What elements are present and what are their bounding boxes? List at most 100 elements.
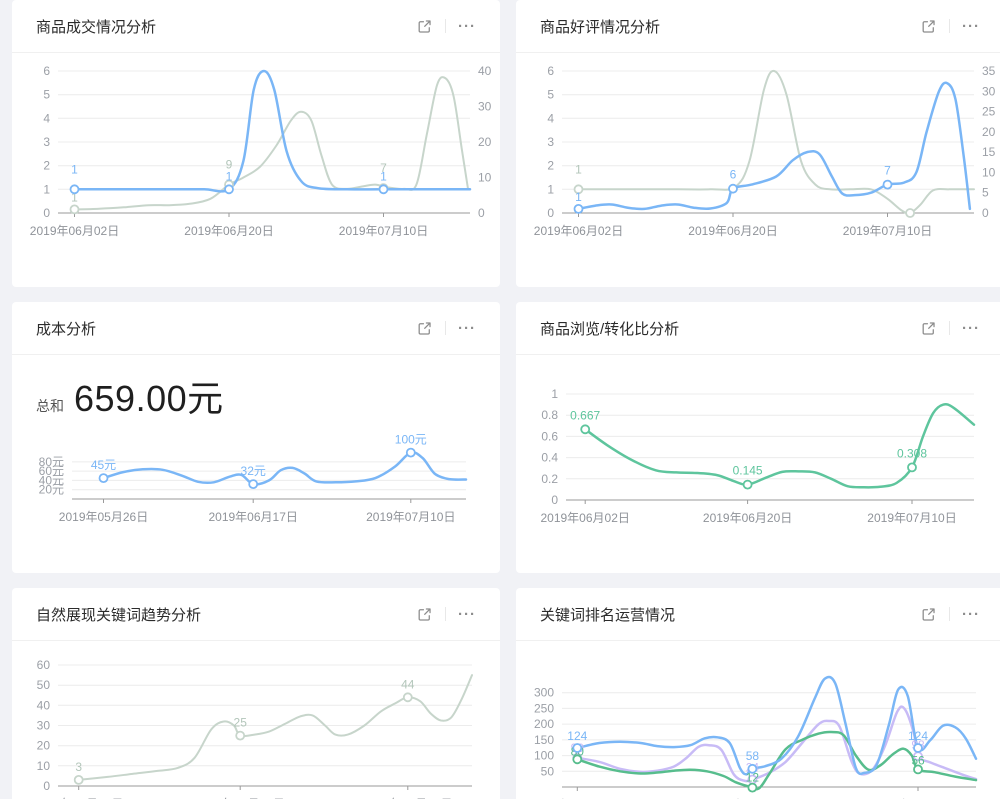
cost-line-chart[interactable]: 20元 40元 60元 80元 2019年05月26日 2019年06月17日 2019年0… xyxy=(12,424,500,526)
open-in-new-button[interactable] xyxy=(920,320,937,337)
svg-text:0.2: 0.2 xyxy=(541,472,558,486)
svg-text:2019年07月10日: 2019年07月10日 xyxy=(867,511,956,525)
panel-body-divider xyxy=(12,354,500,355)
svg-text:0: 0 xyxy=(982,206,989,220)
svg-text:3: 3 xyxy=(75,760,82,774)
svg-text:4: 4 xyxy=(547,111,554,125)
svg-text:124: 124 xyxy=(908,729,928,743)
open-in-new-button[interactable] xyxy=(920,606,937,623)
svg-text:2: 2 xyxy=(43,159,50,173)
svg-text:2019年07月10日: 2019年07月10日 xyxy=(843,224,932,238)
panel-cost-analysis: 成本分析 ··· 总和 659.00元 20元 40元 60元 80元 2019年05月… xyxy=(12,302,500,573)
svg-text:9: 9 xyxy=(226,158,233,172)
svg-text:30: 30 xyxy=(37,719,51,733)
svg-text:3: 3 xyxy=(547,135,554,149)
open-in-new-button[interactable] xyxy=(416,18,433,35)
panel-title: 成本分析 xyxy=(36,320,97,338)
more-button[interactable]: ··· xyxy=(962,19,980,34)
svg-text:2019年06月02日: 2019年06月02日 xyxy=(534,224,623,238)
svg-text:32元: 32元 xyxy=(241,464,266,478)
ellipsis-icon: ··· xyxy=(458,17,476,35)
panel-body-divider xyxy=(516,52,1000,53)
svg-text:6: 6 xyxy=(547,64,554,78)
panel-title: 关键词排名运营情况 xyxy=(540,606,676,624)
svg-text:0.667: 0.667 xyxy=(570,408,600,422)
svg-text:2019年06月02日: 2019年06月02日 xyxy=(34,797,123,799)
more-button[interactable]: ··· xyxy=(962,607,980,622)
panel-title: 自然展现关键词趋势分析 xyxy=(36,606,202,624)
svg-text:1: 1 xyxy=(575,162,582,176)
svg-text:1: 1 xyxy=(575,190,582,204)
panel-header: 商品好评情况分析 ··· xyxy=(516,0,1000,52)
more-button[interactable]: ··· xyxy=(458,19,476,34)
panel-header: 商品成交情况分析 ··· xyxy=(12,0,500,52)
external-link-icon xyxy=(922,19,935,33)
svg-text:10: 10 xyxy=(478,171,492,185)
panel-keyword-rank: 关键词排名运营情况 ··· 501001502002503002019年06月0… xyxy=(516,588,1000,799)
panel-body-divider xyxy=(12,640,500,641)
more-button[interactable]: ··· xyxy=(458,321,476,336)
svg-text:7: 7 xyxy=(884,164,891,178)
svg-text:50: 50 xyxy=(541,764,555,778)
svg-text:124: 124 xyxy=(567,729,587,743)
svg-text:300: 300 xyxy=(534,686,554,700)
panel-header: 关键词排名运营情况 ··· xyxy=(516,588,1000,640)
more-button[interactable]: ··· xyxy=(962,321,980,336)
svg-text:0: 0 xyxy=(547,206,554,220)
svg-text:40: 40 xyxy=(478,64,492,78)
header-divider xyxy=(445,607,446,621)
conversion-line-chart[interactable]: 0 0.2 0.4 0.6 0.8 1 2019年06月02日 2019年06月20日 2019… xyxy=(516,380,1000,532)
svg-text:0: 0 xyxy=(478,206,485,220)
external-link-icon xyxy=(418,19,431,33)
svg-text:58: 58 xyxy=(746,749,760,763)
svg-text:2019年06月20日: 2019年06月20日 xyxy=(184,224,273,238)
svg-text:0: 0 xyxy=(43,206,50,220)
svg-text:40: 40 xyxy=(37,698,51,712)
svg-text:2019年06月17日: 2019年06月17日 xyxy=(208,510,297,524)
ellipsis-icon: ··· xyxy=(458,319,476,337)
svg-text:2019年05月26日: 2019年05月26日 xyxy=(59,510,148,524)
more-button[interactable]: ··· xyxy=(458,607,476,622)
open-in-new-button[interactable] xyxy=(416,606,433,623)
panel-body-divider xyxy=(12,52,500,53)
deal-line-chart[interactable]: 0 1 2 3 4 5 6 0 10 20 30 40 2019年06月02日 2019年06月20日 20… xyxy=(12,59,500,249)
external-link-icon xyxy=(922,607,935,621)
external-link-icon xyxy=(418,607,431,621)
panel-title: 商品好评情况分析 xyxy=(540,18,661,36)
svg-text:44: 44 xyxy=(401,677,415,691)
svg-text:2019年06月20日: 2019年06月20日 xyxy=(195,797,284,799)
svg-text:45元: 45元 xyxy=(91,458,116,472)
header-divider xyxy=(949,607,950,621)
svg-text:30: 30 xyxy=(478,100,492,114)
open-in-new-button[interactable] xyxy=(920,18,937,35)
panel-deal-analysis: 商品成交情况分析 ··· 0 1 2 3 4 5 6 0 10 20 30 40 2019年06月02日… xyxy=(12,0,500,287)
panel-title: 商品成交情况分析 xyxy=(36,18,157,36)
ellipsis-icon: ··· xyxy=(458,605,476,623)
svg-text:5: 5 xyxy=(43,88,50,102)
svg-text:3: 3 xyxy=(43,135,50,149)
panel-body-divider xyxy=(516,640,1000,641)
svg-text:200: 200 xyxy=(534,717,554,731)
svg-text:1: 1 xyxy=(226,169,233,183)
svg-text:5: 5 xyxy=(982,186,989,200)
svg-text:1: 1 xyxy=(380,169,387,183)
keyword-trend-line-chart[interactable]: 0 10 20 30 40 50 60 2019年06月02日 2019年06月20日 2019年… xyxy=(12,653,500,799)
svg-text:1: 1 xyxy=(547,182,554,196)
svg-text:80元: 80元 xyxy=(39,455,64,469)
svg-text:6: 6 xyxy=(43,64,50,78)
panel-body-divider xyxy=(516,354,1000,355)
svg-text:2019年06月02日: 2019年06月02日 xyxy=(540,511,629,525)
header-divider xyxy=(445,321,446,335)
svg-text:2019年06月02日: 2019年06月02日 xyxy=(30,224,119,238)
panel-header: 自然展现关键词趋势分析 ··· xyxy=(12,588,500,640)
svg-text:60: 60 xyxy=(37,658,51,672)
svg-text:0.308: 0.308 xyxy=(897,446,927,460)
svg-text:100: 100 xyxy=(534,749,554,763)
panel-review-analysis: 商品好评情况分析 ··· 0 1 2 3 4 5 6 0 5 10 15 20 25 30 35 2019年0… xyxy=(516,0,1000,287)
external-link-icon xyxy=(418,321,431,335)
svg-text:25: 25 xyxy=(982,105,996,119)
svg-text:100元: 100元 xyxy=(395,433,427,447)
review-line-chart[interactable]: 0 1 2 3 4 5 6 0 5 10 15 20 25 30 35 2019年06月02日 2019年06月… xyxy=(516,59,1000,249)
keyword-rank-line-chart[interactable]: 501001502002503002019年06月02日2019年06月20日2… xyxy=(516,653,1000,799)
open-in-new-button[interactable] xyxy=(416,320,433,337)
